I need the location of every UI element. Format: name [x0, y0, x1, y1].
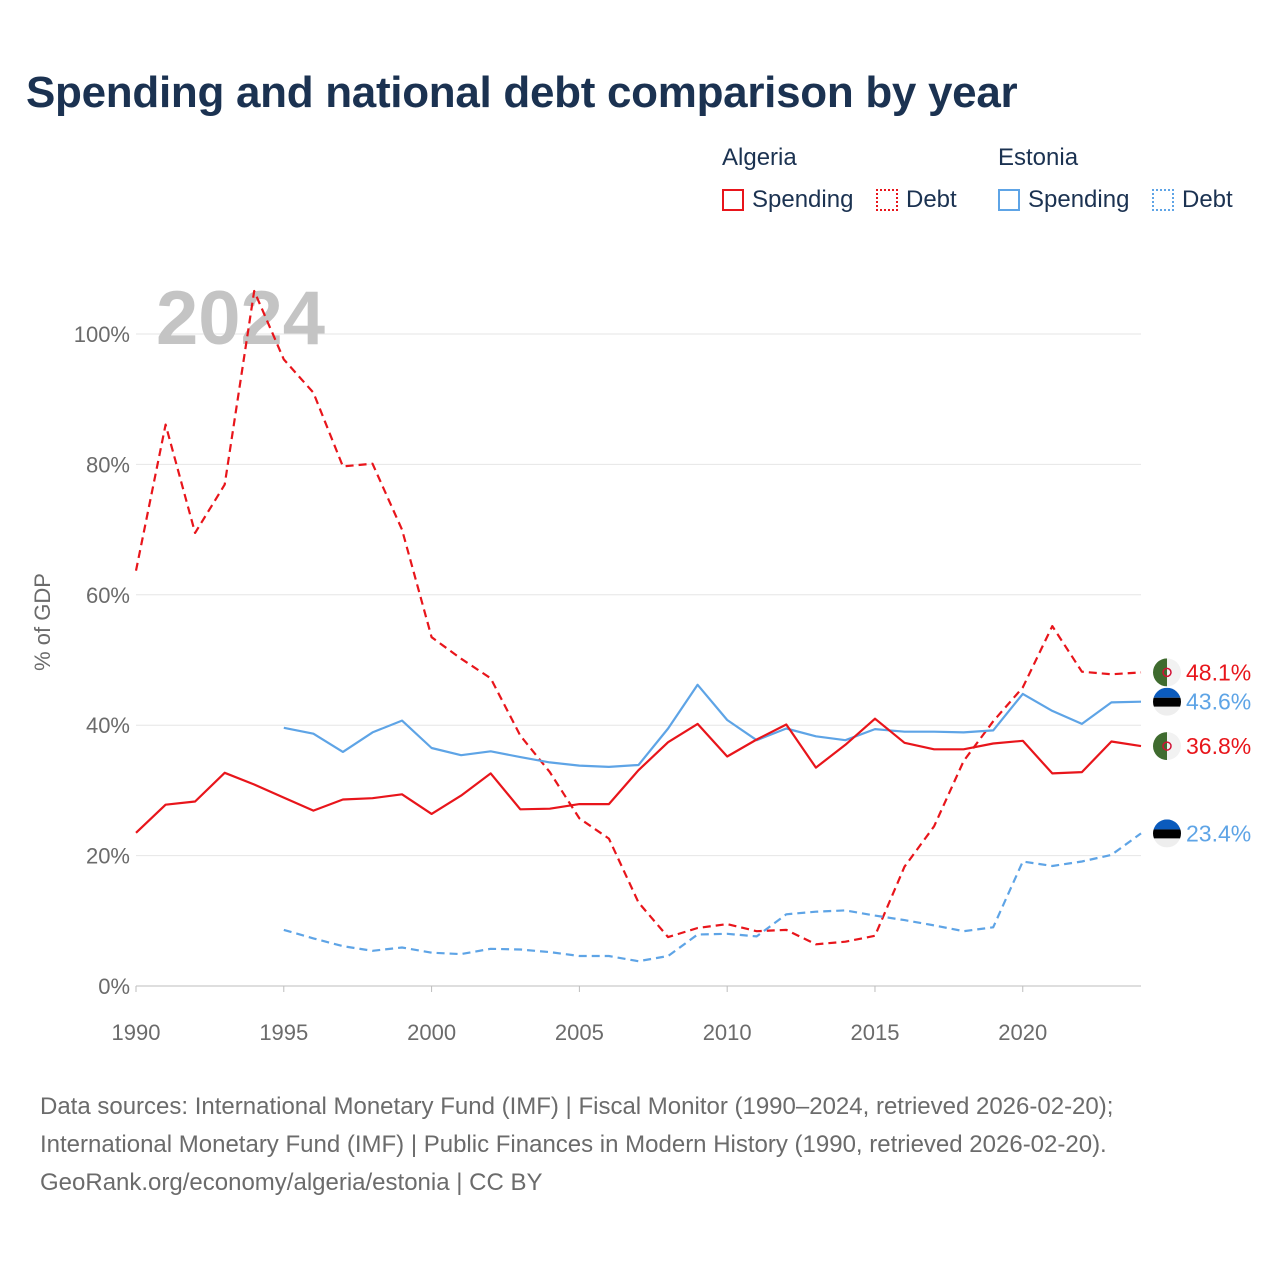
flag-crescent	[1162, 667, 1172, 678]
legend-label: Spending	[752, 186, 854, 213]
algeria-debt-line	[134, 289, 1142, 946]
y-tick-label: 40%	[86, 713, 130, 738]
footer-source-line-1: Data sources: International Monetary Fun…	[40, 1093, 1114, 1120]
legend-solid-swatch	[998, 189, 1020, 211]
algeria-debt-end-label: 48.1%	[1186, 659, 1251, 685]
flag-green-half	[1153, 732, 1167, 761]
flag-green-half	[1153, 658, 1167, 687]
legend-estonia-spending[interactable]: Spending	[998, 186, 1129, 214]
estonia-flag-icon	[1153, 687, 1181, 716]
legend-label: Debt	[1182, 186, 1233, 213]
legend-dotted-swatch	[1152, 189, 1174, 211]
legend-algeria-spending[interactable]: Spending	[722, 186, 853, 214]
algeria-flag-icon	[1153, 732, 1181, 761]
x-tick-label: 2010	[703, 1020, 752, 1045]
algeria-spending-line	[135, 717, 1142, 834]
estonia-debt-line	[283, 832, 1142, 963]
y-tick-label: 100%	[74, 322, 130, 347]
flag-blue-stripe	[1153, 687, 1181, 698]
x-tick-label: 1995	[259, 1020, 308, 1045]
legend-algeria-debt[interactable]: Debt	[876, 186, 957, 214]
x-tick-label: 2005	[555, 1020, 604, 1045]
legend-group-estonia: Estonia	[998, 144, 1079, 171]
flag-black-stripe	[1153, 829, 1181, 839]
legend-solid-swatch	[722, 189, 744, 211]
y-tick-label: 80%	[86, 452, 130, 477]
legend-label: Spending	[1028, 186, 1130, 213]
flag-white-stripe	[1153, 838, 1181, 848]
x-tick-label: 2015	[850, 1020, 899, 1045]
flag-white-half	[1167, 732, 1181, 761]
flag-white-stripe	[1153, 706, 1181, 716]
y-tick-label: 60%	[86, 583, 130, 608]
estonia-spending-line	[283, 683, 1142, 769]
estonia-debt-end-label: 23.4%	[1186, 820, 1251, 846]
algeria-flag-icon	[1153, 658, 1181, 687]
year-watermark: 2024	[156, 276, 325, 361]
algeria-spending-end-label: 36.8%	[1186, 733, 1251, 759]
y-tick-label: 0%	[98, 974, 130, 999]
flag-white-half	[1167, 658, 1181, 687]
estonia-spending-end-label: 43.6%	[1186, 689, 1251, 715]
x-tick-label: 2000	[407, 1020, 456, 1045]
flag-blue-stripe	[1153, 819, 1181, 830]
legend-estonia-debt[interactable]: Debt	[1152, 186, 1233, 214]
flag-crescent	[1162, 741, 1172, 751]
footer-credit[interactable]: GeoRank.org/economy/algeria/estonia | CC…	[40, 1169, 543, 1196]
legend-label: Debt	[906, 186, 957, 213]
estonia-flag-icon	[1153, 819, 1181, 848]
footer-source-line-2: International Monetary Fund (IMF) | Publ…	[40, 1131, 1107, 1158]
y-axis-label: % of GDP	[30, 573, 55, 671]
chart-title: Spending and national debt comparison by…	[26, 68, 1018, 117]
y-tick-label: 20%	[86, 844, 130, 869]
legend-dotted-swatch	[876, 189, 898, 211]
footer: Data sources: International Monetary Fun…	[40, 1088, 1113, 1202]
legend-group-algeria: Algeria	[722, 144, 797, 171]
x-tick-label: 1990	[112, 1020, 161, 1045]
flag-black-stripe	[1153, 697, 1181, 707]
x-tick-label: 2020	[998, 1020, 1047, 1045]
